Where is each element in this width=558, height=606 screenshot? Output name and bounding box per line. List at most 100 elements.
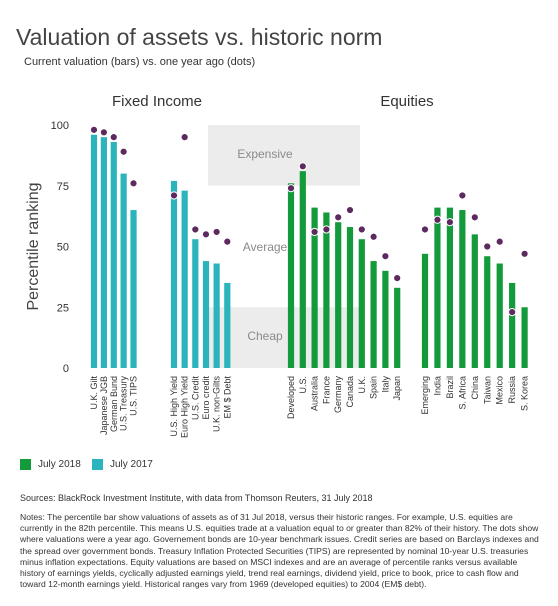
band-average: [208, 185, 360, 308]
bar: [213, 263, 220, 368]
x-tick-label: S. Africa: [457, 376, 467, 410]
dot: [322, 225, 331, 234]
x-tick-label: Taiwan: [482, 376, 492, 404]
dot: [201, 230, 211, 239]
dot: [508, 308, 517, 317]
bar: [471, 234, 478, 368]
dot: [180, 133, 189, 142]
x-tick-label: U.S. TIPS: [129, 376, 139, 416]
x-tick-label: Italy: [380, 376, 390, 393]
y-tick-label: 0: [63, 363, 69, 375]
legend-item-july-2017: July 2017: [92, 459, 153, 470]
x-tick-label: Germany: [333, 376, 343, 414]
dot: [109, 133, 118, 142]
dot: [470, 213, 479, 222]
dot: [520, 249, 529, 258]
x-tick-label: Australia: [310, 376, 320, 411]
bar: [484, 256, 491, 368]
band-label-expensive: Expensive: [237, 147, 293, 161]
x-tick-label: Euro High Yield: [180, 376, 190, 438]
x-tick-label: U.S. High Yield: [169, 376, 179, 437]
bar: [170, 180, 178, 368]
bar: [346, 227, 354, 368]
dot: [483, 242, 492, 251]
bar: [496, 263, 503, 368]
dot: [495, 237, 504, 246]
bar: [130, 210, 137, 368]
x-tick-label: Japanese JGB: [99, 376, 109, 435]
dot: [212, 227, 221, 237]
bar: [394, 287, 401, 368]
band-expensive: [208, 125, 360, 186]
dot: [381, 252, 390, 261]
dot: [310, 227, 319, 237]
x-tick-label: U.K.: [357, 376, 367, 394]
dot: [223, 237, 232, 246]
x-tick-label: German Bund: [109, 376, 119, 432]
dot: [119, 147, 128, 156]
bar: [202, 261, 210, 368]
notes-text: Notes: The percentile bar show valuation…: [20, 512, 539, 590]
x-tick-label: Canada: [345, 376, 355, 408]
dot: [445, 218, 454, 227]
bar: [335, 222, 342, 368]
bar: [120, 173, 127, 368]
x-tick-label: EM $ Debt: [222, 376, 232, 419]
dot: [458, 191, 467, 200]
dot: [99, 128, 108, 137]
bar: [192, 239, 199, 368]
dot: [393, 273, 402, 283]
legend-label-july-2018: July 2018: [38, 459, 81, 470]
x-tick-label: U.S. Treasury: [119, 376, 129, 432]
page-subtitle: Current valuation (bars) vs. one year ag…: [24, 56, 256, 68]
x-tick-label: U.S. Credit: [190, 376, 200, 421]
bar: [421, 253, 429, 368]
dot: [191, 225, 200, 234]
x-tick-label: Developed: [286, 376, 296, 419]
bar: [110, 142, 117, 368]
bar: [446, 207, 453, 368]
bar: [358, 239, 365, 368]
band-label-cheap: Cheap: [247, 329, 283, 343]
group-label: Fixed Income: [112, 93, 202, 110]
dot: [369, 232, 378, 241]
dot: [298, 162, 307, 171]
dot: [345, 205, 355, 215]
dot: [286, 184, 296, 193]
bar: [509, 282, 516, 368]
bar: [459, 210, 466, 368]
bar: [434, 207, 441, 368]
x-tick-label: Euro credit: [201, 376, 211, 420]
x-tick-label: Emerging: [420, 376, 430, 415]
dot: [89, 125, 99, 134]
legend-item-july-2018: July 2018: [20, 459, 81, 470]
x-tick-label: U.K. Gilt: [89, 376, 99, 410]
y-tick-label: 25: [57, 302, 69, 314]
valuation-chart: Expensive Average Cheap 0 25 50 75 100 Percentil…: [25, 93, 530, 438]
bar: [370, 261, 377, 368]
legend-label-july-2017: July 2017: [110, 459, 153, 470]
bar: [100, 137, 107, 368]
bar: [521, 307, 528, 368]
x-tick-label: Japan: [392, 376, 402, 401]
x-tick-label: U.S.: [298, 376, 308, 394]
bar: [287, 183, 295, 368]
dot: [433, 215, 442, 224]
x-tick-label: S. Korea: [520, 376, 530, 411]
dot: [334, 213, 343, 222]
bar: [224, 282, 231, 368]
dot: [169, 191, 179, 200]
legend-swatch-july-2017: [92, 459, 103, 470]
sources-text: Sources: BlackRock Investment Institute,…: [20, 493, 373, 503]
legend-swatch-july-2018: [20, 459, 31, 470]
y-tick-label: 100: [51, 120, 69, 132]
x-tick-label: France: [321, 376, 331, 404]
bar: [299, 171, 306, 368]
dot: [420, 225, 430, 234]
x-tick-label: India: [432, 376, 442, 396]
x-tick-label: Mexico: [495, 376, 505, 405]
bar: [382, 270, 389, 368]
dot: [129, 179, 138, 188]
band-cheap: [208, 307, 360, 368]
dot: [357, 225, 366, 234]
